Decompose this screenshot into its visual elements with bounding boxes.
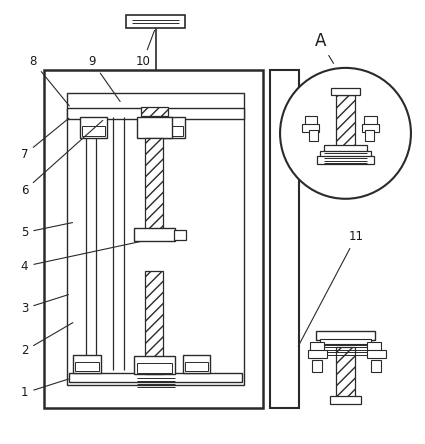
Bar (362, 124, 379, 131)
Bar (44, 70, 263, 408)
Bar (136, 117, 173, 138)
Bar (145, 270, 163, 374)
Bar (331, 88, 360, 95)
Bar (367, 350, 385, 358)
Bar (336, 95, 355, 146)
Bar (320, 151, 371, 158)
Bar (141, 107, 168, 116)
Bar (174, 230, 186, 240)
Bar (320, 339, 371, 345)
Bar (183, 355, 210, 373)
Text: 2: 2 (21, 323, 73, 357)
Bar (145, 138, 163, 230)
Bar (305, 116, 317, 126)
Bar (324, 145, 367, 152)
Text: 1: 1 (21, 379, 68, 400)
Bar (303, 124, 319, 131)
Bar (371, 360, 381, 372)
Bar (312, 360, 322, 372)
Text: 4: 4 (21, 242, 140, 273)
Bar (126, 15, 185, 28)
Text: 7: 7 (21, 118, 69, 161)
Bar (75, 362, 99, 372)
Bar (269, 70, 299, 408)
Bar (69, 373, 242, 382)
Circle shape (280, 68, 411, 199)
Bar (82, 126, 105, 136)
Bar (185, 362, 208, 372)
Text: 11: 11 (298, 230, 363, 346)
Text: 5: 5 (21, 222, 73, 239)
Bar (134, 228, 175, 241)
Bar (134, 356, 175, 374)
Bar (317, 156, 374, 164)
Bar (309, 131, 318, 141)
Bar (316, 331, 375, 340)
Bar (308, 350, 326, 358)
Bar (160, 126, 183, 136)
Bar (367, 342, 381, 353)
Bar (67, 93, 244, 385)
Bar (67, 108, 244, 119)
Text: 8: 8 (29, 55, 69, 106)
Bar (309, 342, 324, 353)
Bar (79, 117, 107, 138)
Bar (365, 131, 374, 141)
Text: 6: 6 (21, 120, 103, 197)
Bar (73, 355, 101, 373)
Text: A: A (314, 32, 334, 63)
Bar (336, 347, 355, 397)
Text: 10: 10 (136, 30, 155, 68)
Text: 3: 3 (21, 295, 68, 315)
Text: 9: 9 (88, 55, 120, 102)
Bar (364, 116, 377, 126)
Bar (330, 396, 361, 404)
Bar (136, 364, 173, 373)
Bar (158, 117, 185, 138)
